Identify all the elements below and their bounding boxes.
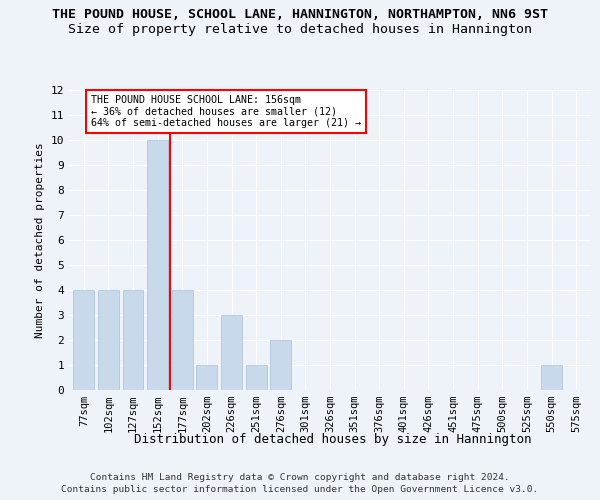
Bar xyxy=(122,290,143,390)
Bar xyxy=(73,290,94,390)
Text: Contains HM Land Registry data © Crown copyright and database right 2024.: Contains HM Land Registry data © Crown c… xyxy=(90,472,510,482)
Text: THE POUND HOUSE SCHOOL LANE: 156sqm
← 36% of detached houses are smaller (12)
64: THE POUND HOUSE SCHOOL LANE: 156sqm ← 36… xyxy=(91,95,361,128)
Bar xyxy=(147,140,168,390)
Bar xyxy=(98,290,119,390)
Bar xyxy=(541,365,562,390)
Bar xyxy=(221,315,242,390)
Text: Contains public sector information licensed under the Open Government Licence v3: Contains public sector information licen… xyxy=(61,485,539,494)
Text: THE POUND HOUSE, SCHOOL LANE, HANNINGTON, NORTHAMPTON, NN6 9ST: THE POUND HOUSE, SCHOOL LANE, HANNINGTON… xyxy=(52,8,548,20)
Bar xyxy=(270,340,291,390)
Bar xyxy=(245,365,266,390)
Bar xyxy=(196,365,217,390)
Text: Distribution of detached houses by size in Hannington: Distribution of detached houses by size … xyxy=(134,432,532,446)
Text: Size of property relative to detached houses in Hannington: Size of property relative to detached ho… xyxy=(68,22,532,36)
Y-axis label: Number of detached properties: Number of detached properties xyxy=(35,142,45,338)
Bar xyxy=(172,290,193,390)
